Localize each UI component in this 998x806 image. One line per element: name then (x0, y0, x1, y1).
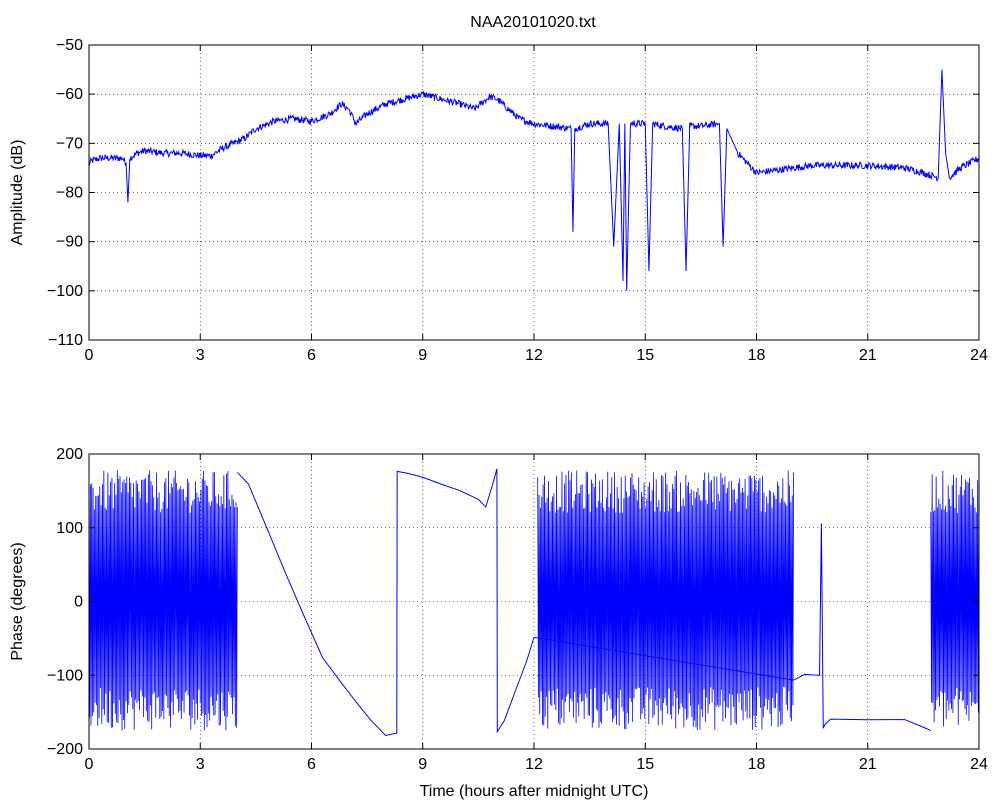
phase-wrap-segment-1 (537, 470, 794, 731)
phase-x-tick-label: 24 (970, 756, 988, 773)
amp-y-tick-label: −50 (56, 37, 83, 54)
amp-y-axis-title: Amplitude (dB) (9, 140, 26, 246)
amp-x-tick-label: 12 (525, 347, 543, 364)
phase-x-tick-label: 21 (859, 756, 877, 773)
phase-x-tick-label: 12 (525, 756, 543, 773)
amp-y-tick-label: −70 (56, 135, 83, 152)
amp-y-tick-label: −60 (56, 86, 83, 103)
amp-x-tick-label: 24 (970, 347, 988, 364)
phase-y-tick-label: −200 (47, 741, 83, 758)
amp-x-tick-label: 6 (307, 347, 316, 364)
amp-x-tick-label: 3 (196, 347, 205, 364)
phase-x-tick-label: 3 (196, 756, 205, 773)
amp-x-tick-label: 21 (859, 347, 877, 364)
amplitude-series-line (88, 69, 980, 291)
phase-x-tick-label: 15 (636, 756, 654, 773)
phase-wrap-segment-0 (88, 470, 238, 731)
phase-x-tick-label: 0 (85, 756, 94, 773)
amp-x-tick-label: 9 (418, 347, 427, 364)
phase-series-line (236, 468, 931, 737)
phase-wrap-segment-2 (930, 470, 980, 727)
amp-x-tick-label: 15 (636, 347, 654, 364)
phase-y-axis-title: Phase (degrees) (9, 542, 26, 660)
phase-y-tick-label: 200 (56, 446, 83, 463)
phase-y-tick-label: 100 (56, 520, 83, 537)
amp-x-tick-label: 18 (748, 347, 766, 364)
phase-y-tick-label: 0 (74, 594, 83, 611)
phase-x-tick-label: 18 (748, 756, 766, 773)
amplitude-plot: 0 3 6 9 12 15 18 21 24 −110 −100 −90 −80 −70 −60 −50 Amp… (9, 37, 988, 364)
amp-y-tick-label: −80 (56, 185, 83, 202)
figure-title: NAA20101020.txt (470, 14, 596, 31)
amp-x-tick-label: 0 (85, 347, 94, 364)
phase-y-tick-label: −100 (47, 667, 83, 684)
phase-x-axis-title: Time (hours after midnight UTC) (420, 783, 649, 800)
phase-x-tick-label: 9 (418, 756, 427, 773)
phase-plot: 0 3 6 9 12 15 18 21 24 −200 −100 0 100 200 Phase (degr… (9, 446, 988, 800)
amp-y-tick-label: −110 (48, 332, 83, 349)
amp-y-tick-label: −100 (47, 283, 83, 300)
amp-y-tick-label: −90 (56, 234, 83, 251)
phase-x-tick-label: 6 (307, 756, 316, 773)
